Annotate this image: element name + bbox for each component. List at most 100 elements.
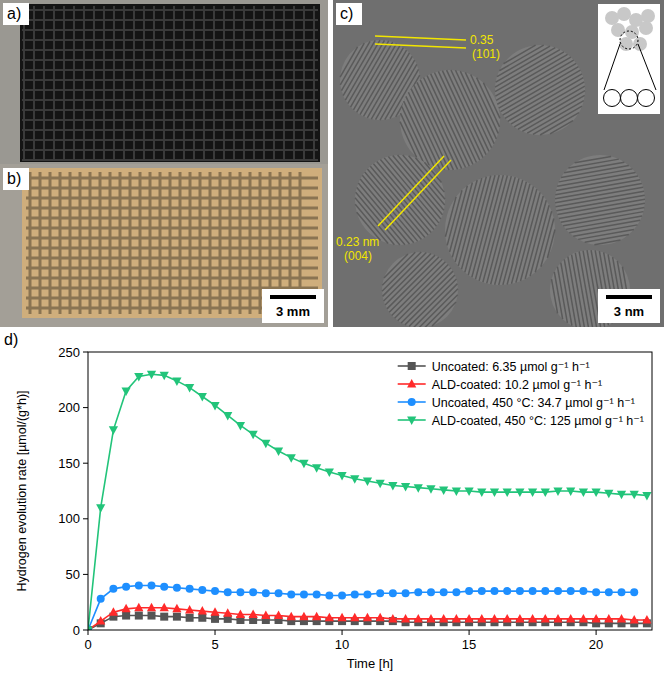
marker <box>617 614 626 623</box>
marker <box>172 377 181 386</box>
marker <box>490 614 499 623</box>
y-tick-label: 50 <box>66 567 80 582</box>
marker <box>554 587 562 595</box>
y-tick <box>83 352 88 353</box>
chart: d)05101520050100150200250Time [h]Hydroge… <box>0 330 664 675</box>
mesh-line <box>26 237 318 240</box>
marker <box>363 477 372 486</box>
mesh-line <box>139 172 142 314</box>
mesh-line <box>22 129 318 131</box>
mesh-line <box>22 9 318 11</box>
fringe <box>557 199 645 214</box>
scale-label: 3 mm <box>276 304 310 319</box>
marker <box>630 615 639 624</box>
fringe <box>479 175 507 280</box>
mesh-line <box>22 79 318 81</box>
marker <box>414 614 423 623</box>
marker <box>541 614 550 623</box>
y-tick <box>83 630 88 631</box>
letter-ground <box>336 3 362 25</box>
fringe <box>452 182 472 257</box>
y-tick <box>83 463 88 464</box>
fringe <box>392 262 446 316</box>
fringe <box>409 156 445 199</box>
fringe <box>434 72 476 162</box>
marker <box>553 614 562 623</box>
marker <box>261 611 270 620</box>
marker <box>363 613 372 622</box>
marker <box>172 604 181 613</box>
fringe <box>554 272 562 319</box>
marker <box>287 612 296 621</box>
marker <box>516 587 524 595</box>
scale-bar <box>606 295 652 299</box>
fringe <box>568 159 618 168</box>
marker <box>147 603 156 612</box>
mesh-line <box>22 69 318 71</box>
marker <box>134 603 143 612</box>
fringe-marker <box>375 44 466 48</box>
legend-marker <box>407 417 416 426</box>
fringe <box>431 74 473 165</box>
marker <box>287 454 296 463</box>
fringe <box>365 172 422 240</box>
marker <box>579 489 588 498</box>
legend-label: Uncoated: 6.35 µmol g⁻¹ h⁻¹ <box>432 360 590 374</box>
marker <box>249 588 257 596</box>
fringe <box>525 200 546 279</box>
marker <box>313 590 321 598</box>
marker <box>490 587 498 595</box>
plot-frame <box>88 352 652 630</box>
series-line <box>88 374 647 630</box>
mesh-line <box>259 172 262 314</box>
marker <box>109 585 117 593</box>
marker <box>223 608 232 617</box>
fringe <box>594 240 620 245</box>
particle-zoom <box>621 90 638 107</box>
mesh-line <box>22 109 318 111</box>
marker <box>173 613 181 621</box>
mesh-line <box>249 172 252 314</box>
marker <box>122 604 131 613</box>
fringe-marker <box>375 36 466 40</box>
y-tick-label: 150 <box>58 456 80 471</box>
series-group <box>88 371 652 630</box>
marker <box>312 612 321 621</box>
marker <box>464 488 473 497</box>
fringe <box>533 106 582 134</box>
annotation: (101) <box>472 47 500 61</box>
marker <box>160 583 168 591</box>
mesh-line <box>29 172 32 314</box>
fringe <box>555 187 643 203</box>
marker <box>236 588 244 596</box>
fringe <box>555 183 642 198</box>
x-tick <box>342 630 343 635</box>
mesh-line <box>26 277 318 280</box>
marker <box>109 607 118 616</box>
marker <box>134 373 143 382</box>
marker <box>338 592 346 600</box>
fringe <box>483 176 511 282</box>
marker <box>198 586 206 594</box>
mesh-line <box>99 172 102 314</box>
particle <box>611 23 625 37</box>
mesh-line <box>22 39 318 41</box>
mesh-line <box>149 172 152 314</box>
x-tick-label: 20 <box>589 637 603 652</box>
marker <box>160 372 169 381</box>
fringe <box>419 289 458 327</box>
fringe <box>563 212 643 226</box>
x-tick <box>215 630 216 635</box>
mesh-line <box>22 49 318 51</box>
mesh-line <box>22 139 318 141</box>
photo-b <box>0 164 328 327</box>
fringe <box>583 251 597 327</box>
marker <box>452 588 460 596</box>
fringe <box>362 175 417 241</box>
marker <box>198 393 207 402</box>
particle-zoom <box>638 90 655 107</box>
marker <box>414 484 423 493</box>
mesh-line <box>179 172 182 314</box>
fringe <box>400 122 417 158</box>
marker <box>135 612 143 620</box>
